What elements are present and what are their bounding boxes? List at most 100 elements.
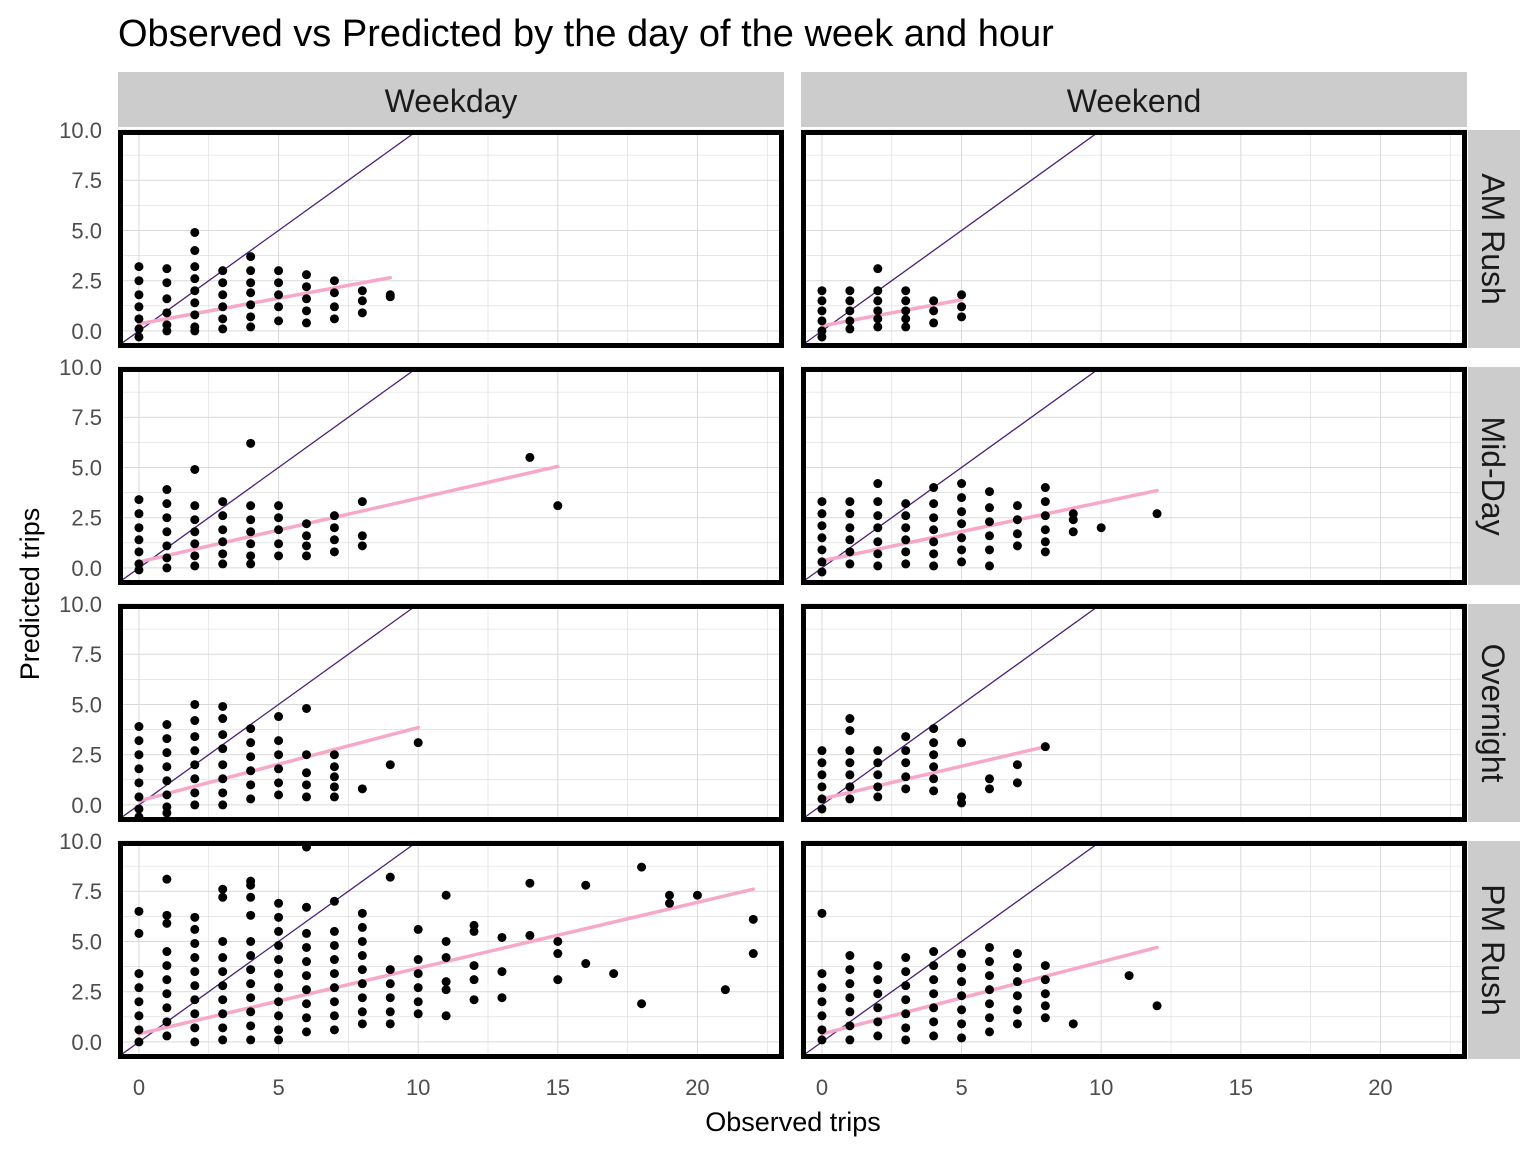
data-point [845,758,855,768]
panel-background [801,841,1467,1059]
panel-mid-day-weekday [118,366,784,585]
data-point [957,533,967,543]
y-tick-label: 10.0 [59,592,102,617]
data-point [929,774,939,784]
data-point [845,979,855,989]
data-point [162,1031,172,1041]
data-point [1012,515,1022,525]
data-point [497,967,507,977]
data-point [1012,991,1022,1001]
panel-am-rush-weekday [118,129,784,348]
y-tick-label: 7.5 [71,405,102,430]
data-point [246,951,256,961]
data-point [218,892,228,902]
strip-label-overnight: Overnight [1475,644,1511,783]
y-tick-label: 10.0 [59,355,102,380]
panel-pm-rush-weekday [118,840,784,1059]
data-point [413,955,423,965]
data-point [748,949,758,959]
data-point [901,1009,911,1019]
data-point [525,878,535,888]
data-point [134,792,144,802]
panel-background [801,367,1467,585]
data-point [246,559,256,569]
data-point [162,918,172,928]
data-point [301,1027,311,1037]
panel-background [801,130,1467,348]
data-point [901,559,911,569]
data-point [329,940,339,950]
data-point [984,487,994,497]
data-point [190,527,200,537]
data-point [162,563,172,573]
data-point [246,278,256,288]
y-tick-label: 7.5 [71,168,102,193]
y-tick-label: 7.5 [71,879,102,904]
y-tick-label: 0.0 [71,319,102,344]
panel-background [118,130,784,348]
data-point [817,521,827,531]
data-point [817,983,827,993]
data-point [162,1003,172,1013]
data-point [274,790,284,800]
data-point [1012,1005,1022,1015]
data-point [901,535,911,545]
data-point [357,296,367,306]
data-point [413,738,423,748]
data-point [873,1031,883,1041]
data-point [246,766,256,776]
data-point [190,760,200,770]
strip-overnight-bg [1468,604,1520,822]
data-point [357,541,367,551]
y-tick-label: 0.0 [71,556,102,581]
data-point [162,975,172,985]
data-point [873,561,883,571]
panel-marks [118,130,420,347]
data-point [274,266,284,276]
data-point [134,764,144,774]
data-point [162,989,172,999]
data-point [218,302,228,312]
data-point [218,324,228,334]
data-point [301,531,311,541]
data-point [246,724,256,734]
data-point [301,957,311,967]
data-point [218,525,228,535]
data-point [274,551,284,561]
data-point [190,746,200,756]
data-point [218,1009,228,1019]
data-point [246,936,256,946]
data-point [134,1037,144,1047]
data-point [873,549,883,559]
data-point [1040,525,1050,535]
data-point [329,547,339,557]
data-point [190,732,200,742]
data-point [581,880,591,890]
data-point [901,758,911,768]
data-point [873,758,883,768]
data-point [190,227,200,237]
data-point [218,497,228,507]
panels [118,129,1467,1059]
data-point [190,551,200,561]
data-point [385,760,395,770]
data-point [984,1013,994,1023]
data-point [1012,760,1022,770]
strip-mid-day-bg [1468,367,1520,585]
panel-marks [801,841,1162,1058]
data-point [901,296,911,306]
data-point [413,983,423,993]
data-point [329,983,339,993]
data-point [984,561,994,571]
data-point [817,1025,827,1035]
data-point [162,762,172,772]
data-point [246,515,256,525]
panel-marks [118,604,423,822]
data-point [469,995,479,1005]
data-point [637,999,647,1009]
data-point [162,326,172,336]
data-point [301,519,311,529]
panel-marks [801,367,1162,584]
data-point [218,1023,228,1033]
data-point [957,493,967,503]
